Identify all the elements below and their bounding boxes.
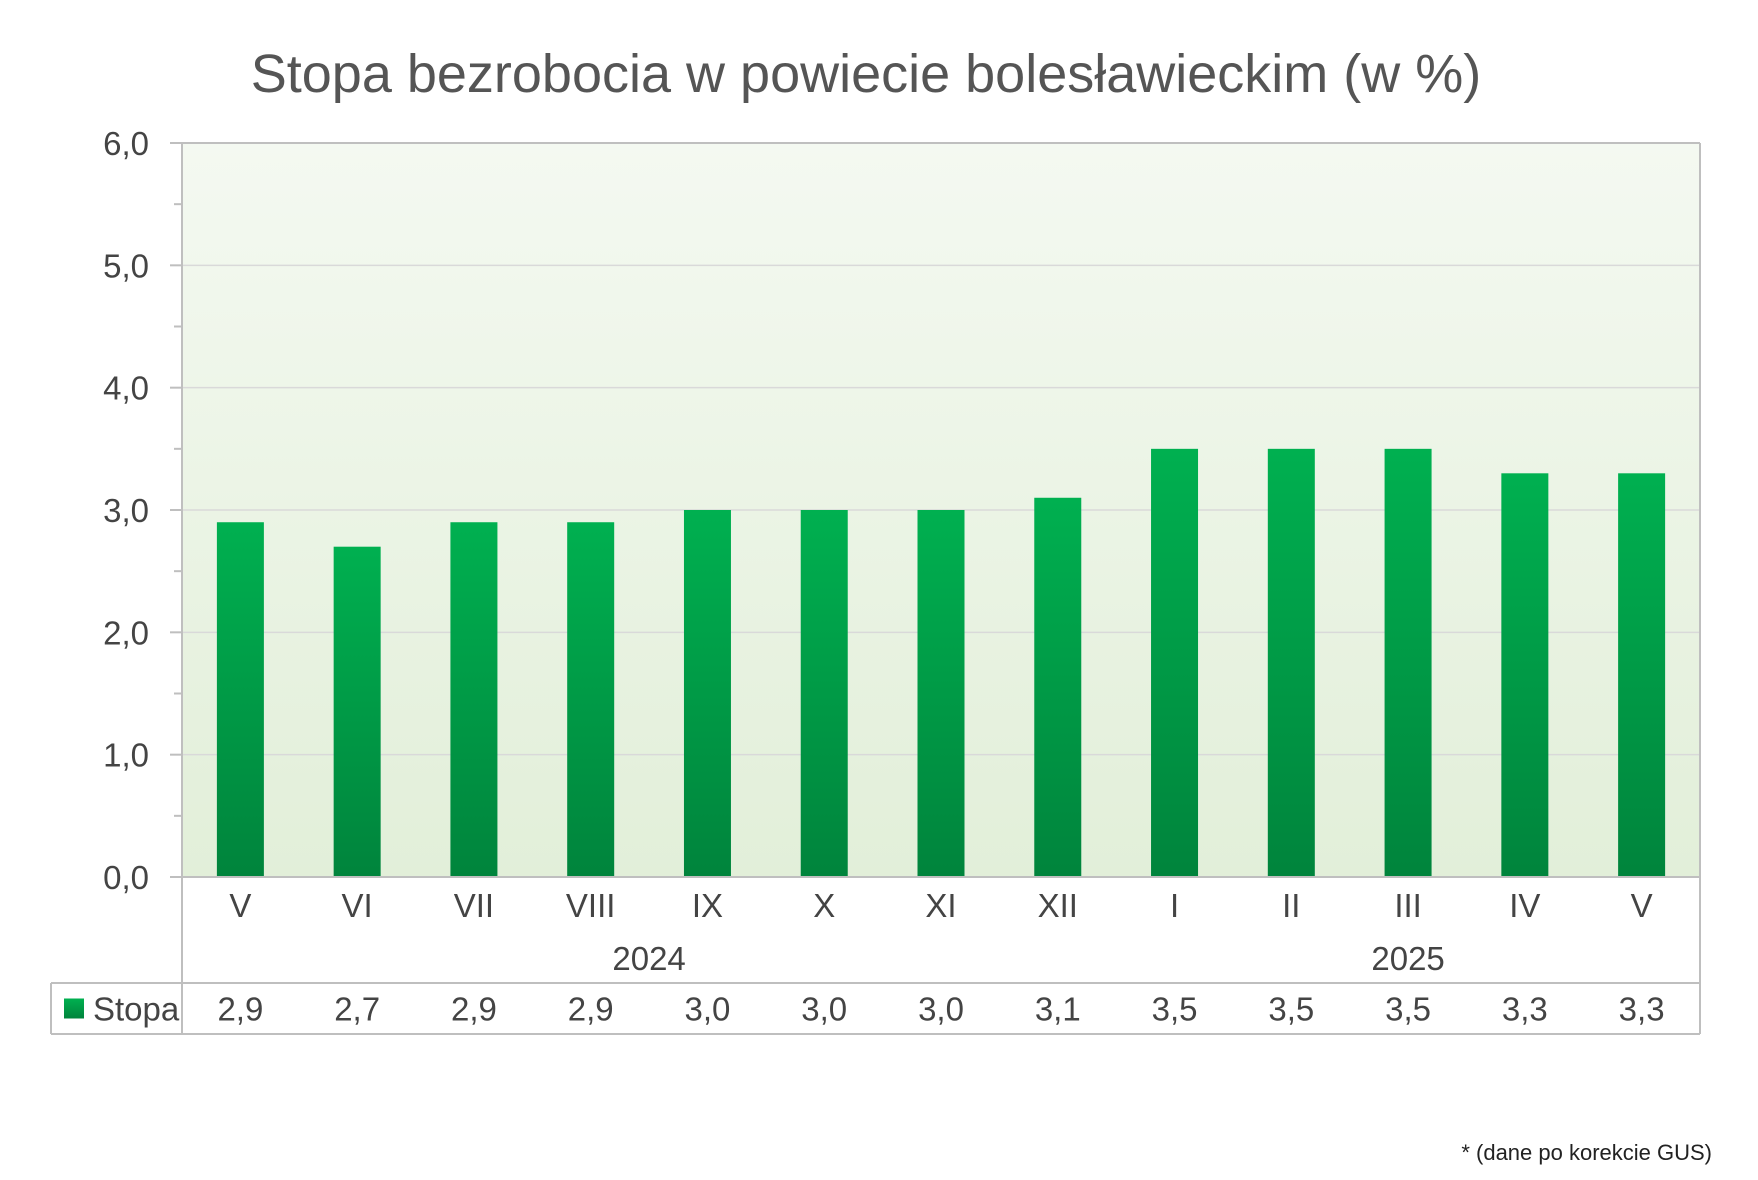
x-category-label: V [229, 887, 251, 924]
y-tick-label: 6,0 [103, 125, 149, 162]
x-category-label: XII [1038, 887, 1078, 924]
y-tick-label: 2,0 [103, 614, 149, 651]
x-category-label: XI [925, 887, 956, 924]
bar [683, 510, 731, 877]
y-tick-label: 0,0 [103, 859, 149, 896]
x-category-label: IV [1509, 887, 1540, 924]
table-value: 3,0 [918, 991, 964, 1028]
bar [333, 546, 381, 877]
bar [450, 522, 498, 877]
table-value: 3,1 [1035, 991, 1081, 1028]
table-value: 3,3 [1619, 991, 1665, 1028]
x-category-label: III [1394, 887, 1422, 924]
y-tick-label: 5,0 [103, 247, 149, 284]
table-value: 2,9 [217, 991, 263, 1028]
footnote: * (dane po korekcie GUS) [1461, 1140, 1712, 1165]
bar [216, 522, 264, 877]
table-value: 3,5 [1385, 991, 1431, 1028]
x-category-label: II [1282, 887, 1300, 924]
bar [1151, 448, 1199, 877]
x-category-label: X [813, 887, 835, 924]
x-category-label: VI [342, 887, 373, 924]
x-category-label: VII [454, 887, 494, 924]
x-group-label: 2025 [1371, 940, 1444, 977]
x-category-label: VIII [566, 887, 616, 924]
x-axis-category-labels: V VI VII VIII IX X XI XII I II III IV V [229, 887, 1652, 924]
table-value: 3,3 [1502, 991, 1548, 1028]
x-group-label: 2024 [612, 940, 685, 977]
table-value: 3,5 [1268, 991, 1314, 1028]
x-axis-year-labels: 2024 2025 [612, 940, 1444, 977]
legend-label: Stopa [93, 991, 180, 1028]
y-tick-label: 4,0 [103, 370, 149, 407]
table-value: 3,0 [801, 991, 847, 1028]
table-value: 3,0 [685, 991, 731, 1028]
x-category-label: V [1631, 887, 1653, 924]
data-table: Stopa 2,9 2,7 2,9 2,9 3,0 3,0 3,0 3,1 3,5 3,5 3,5 3,… [64, 991, 1665, 1028]
bar [800, 510, 848, 877]
bar [917, 510, 965, 877]
legend-swatch [64, 998, 84, 1019]
x-category-label: I [1170, 887, 1179, 924]
bars [216, 448, 1666, 877]
y-tick-label: 3,0 [103, 492, 149, 529]
chart-title: Stopa bezrobocia w powiecie bolesławieck… [251, 44, 1482, 104]
bar [1034, 497, 1082, 877]
table-value: 2,7 [334, 991, 380, 1028]
axes [50, 142, 1701, 1035]
table-value: 3,5 [1152, 991, 1198, 1028]
table-value: 2,9 [451, 991, 497, 1028]
bar [1384, 448, 1432, 877]
y-tick-label: 1,0 [103, 737, 149, 774]
x-category-label: IX [692, 887, 723, 924]
table-value: 2,9 [568, 991, 614, 1028]
bar [1618, 473, 1666, 877]
y-axis-tick-labels: 0,0 1,0 2,0 3,0 4,0 5,0 6,0 [103, 125, 149, 896]
bar [1267, 448, 1315, 877]
bar [567, 522, 615, 877]
bar [1501, 473, 1549, 877]
